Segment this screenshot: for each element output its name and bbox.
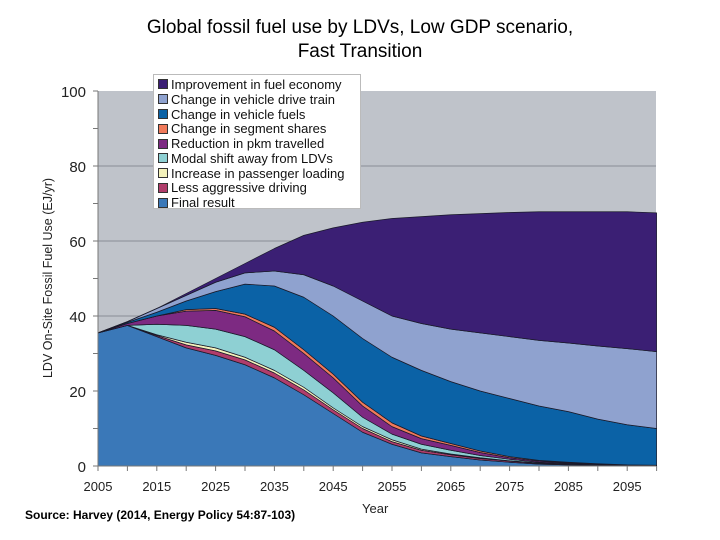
y-tick-label: 20	[69, 384, 86, 401]
legend-label: Change in vehicle fuels	[171, 106, 306, 122]
x-tick-label: 2065	[436, 479, 465, 494]
y-tick-label: 0	[78, 459, 86, 476]
x-tick-label: 2035	[260, 479, 289, 494]
legend-swatch	[158, 197, 168, 208]
x-tick-label: 2055	[378, 479, 407, 494]
legend-label: Reduction in pkm travelled	[171, 136, 325, 152]
legend-item: Increase in passenger loading	[158, 166, 360, 181]
legend-swatch	[158, 79, 168, 90]
y-tick-label: 60	[69, 234, 86, 251]
x-tick-label: 2015	[142, 479, 171, 494]
legend-item: Final result	[158, 195, 360, 210]
legend-item: Change in segment shares	[158, 121, 360, 136]
legend-item: Less aggressive driving	[158, 180, 360, 196]
legend-item: Improvement in fuel economy	[158, 77, 360, 92]
x-tick-label: 2085	[554, 479, 583, 494]
y-tick-label: 40	[69, 309, 86, 326]
y-tick-label: 100	[61, 84, 86, 101]
legend-swatch	[158, 168, 168, 179]
legend: Improvement in fuel economy Change in veh…	[153, 74, 361, 210]
legend-swatch	[158, 123, 168, 134]
axes: 0 20 40 60 80 100 2005 2015 2025 2035 2045 2055 2065…	[61, 84, 658, 494]
legend-swatch	[158, 182, 168, 193]
legend-label: Improvement in fuel economy	[171, 76, 342, 92]
legend-swatch	[158, 94, 168, 105]
legend-label: Modal shift away from LDVs	[171, 150, 333, 166]
legend-swatch	[158, 138, 168, 149]
legend-item: Change in vehicle fuels	[158, 107, 360, 122]
legend-label: Change in vehicle drive train	[171, 91, 336, 107]
chart-title-line-2: Fast Transition	[297, 41, 423, 62]
y-axis-label: LDV On-Site Fossil Fuel Use (EJ/yr)	[41, 177, 55, 379]
x-tick-label: 2025	[201, 479, 230, 494]
legend-label: Increase in passenger loading	[171, 165, 345, 181]
legend-item: Modal shift away from LDVs	[158, 151, 360, 166]
x-tick-label: 2095	[613, 479, 642, 494]
x-tick-label: 2075	[495, 479, 524, 494]
y-tick-label: 80	[69, 159, 86, 176]
source-note: Source: Harvey (2014, Energy Policy 54:8…	[25, 508, 296, 522]
chart-title: Global fossil fuel use by LDVs, Low GDP …	[0, 16, 720, 64]
legend-swatch	[158, 108, 168, 119]
legend-label: Less aggressive driving	[171, 180, 307, 196]
legend-item: Reduction in pkm travelled	[158, 136, 360, 151]
x-tick-label: 2005	[84, 479, 113, 494]
area-improvement-in-fuel-economy	[97, 211, 657, 352]
legend-label: Final result	[171, 195, 235, 211]
x-tick-label: 2045	[319, 479, 348, 494]
legend-item: Change in vehicle drive train	[158, 92, 360, 107]
legend-swatch	[158, 153, 168, 164]
legend-label: Change in segment shares	[171, 121, 327, 137]
chart-title-line-1: Global fossil fuel use by LDVs, Low GDP …	[146, 17, 574, 38]
x-axis-label: Year	[362, 501, 389, 516]
